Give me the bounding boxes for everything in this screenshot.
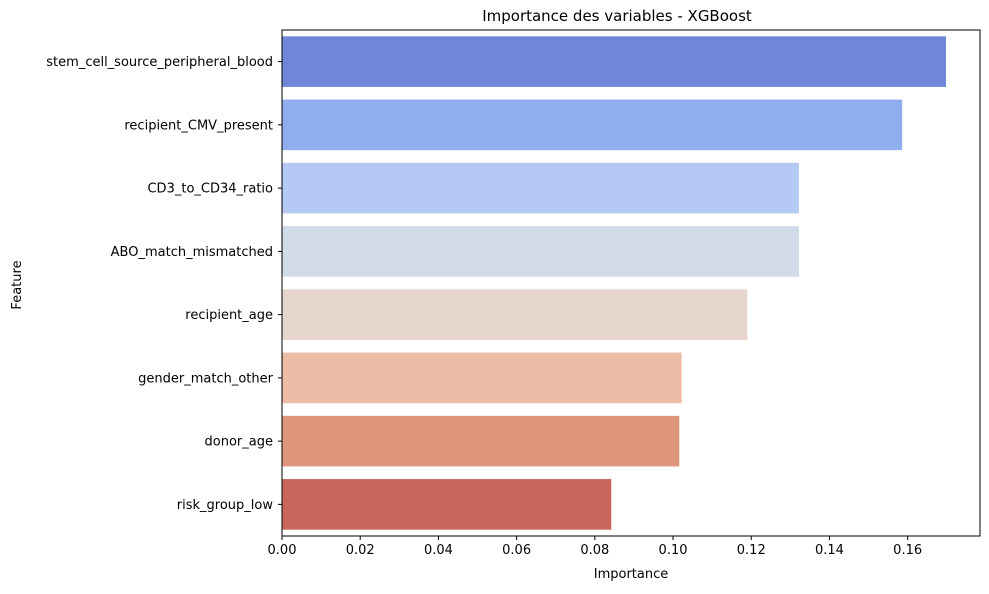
y-tick-label: recipient_age xyxy=(185,308,273,323)
x-tick-label: 0.04 xyxy=(424,543,453,558)
x-tick-label: 0.14 xyxy=(815,543,844,558)
plot-frame xyxy=(281,29,981,537)
x-tick-label: 0.12 xyxy=(737,543,766,558)
x-tick-label: 0.00 xyxy=(268,543,297,558)
y-tick-label: donor_age xyxy=(205,435,273,450)
bar-CD3_to_CD34_ratio xyxy=(282,162,799,214)
axes-layer: stem_cell_source_peripheral_bloodrecipie… xyxy=(46,29,981,558)
bar-stem_cell_source_peripheral_blood xyxy=(282,36,946,87)
bars-layer xyxy=(282,36,946,530)
x-tick-label: 0.08 xyxy=(580,543,609,558)
x-tick-label: 0.02 xyxy=(346,543,375,558)
x-axis-label: Importance xyxy=(594,567,669,582)
x-tick-label: 0.16 xyxy=(893,543,922,558)
y-tick-label: recipient_CMV_present xyxy=(124,118,273,133)
bar-recipient_age xyxy=(282,289,748,340)
x-tick-label: 0.10 xyxy=(659,543,688,558)
y-tick-label: stem_cell_source_peripheral_blood xyxy=(46,55,273,70)
bar-donor_age xyxy=(282,415,680,467)
y-tick-label: gender_match_other xyxy=(138,371,273,386)
bar-risk_group_low xyxy=(282,479,612,530)
bar-gender_match_other xyxy=(282,352,682,404)
y-tick-label: CD3_to_CD34_ratio xyxy=(147,182,273,197)
y-tick-label: ABO_match_mismatched xyxy=(111,245,273,260)
bar-ABO_match_mismatched xyxy=(282,226,799,277)
chart-title: Importance des variables - XGBoost xyxy=(482,7,752,25)
x-tick-label: 0.06 xyxy=(502,543,531,558)
y-axis-label: Feature xyxy=(10,260,25,309)
y-tick-label: risk_group_low xyxy=(177,498,274,513)
bar-recipient_CMV_present xyxy=(282,99,903,151)
